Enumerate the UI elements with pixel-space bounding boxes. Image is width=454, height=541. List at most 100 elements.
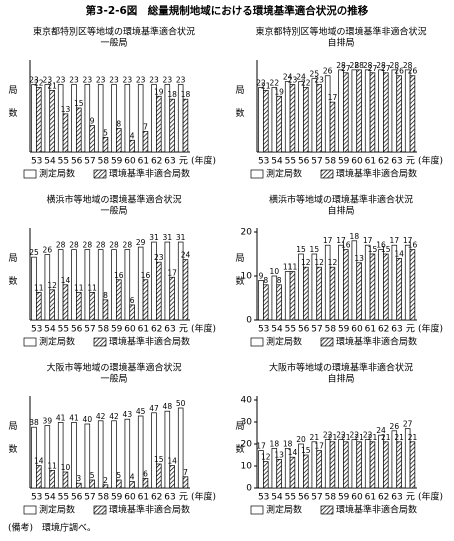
value-label: 15 bbox=[368, 245, 378, 254]
value-label: 11 bbox=[47, 461, 57, 470]
bar bbox=[177, 407, 184, 489]
y-axis-label: 局数 bbox=[234, 421, 245, 467]
value-label: 8 bbox=[263, 276, 268, 285]
value-label: 31 bbox=[176, 233, 186, 242]
bar bbox=[316, 450, 322, 489]
chart-subtitle: 自排局 bbox=[327, 37, 354, 49]
bar bbox=[303, 266, 309, 321]
value-label: 26 bbox=[323, 67, 333, 76]
bar bbox=[263, 461, 269, 489]
legend-swatch bbox=[93, 337, 107, 347]
value-label: 23 bbox=[288, 76, 298, 85]
x-tick-label: 54 bbox=[44, 157, 56, 167]
value-label: 42 bbox=[109, 412, 119, 421]
x-tick-label: 59 bbox=[111, 493, 123, 503]
value-label: 45 bbox=[136, 407, 146, 416]
bar bbox=[343, 441, 349, 489]
bar bbox=[116, 279, 122, 321]
y-tick-label: 0 bbox=[246, 316, 252, 326]
bar bbox=[182, 476, 189, 489]
value-label: 31 bbox=[149, 233, 159, 242]
x-tick-label: 57 bbox=[84, 325, 95, 335]
value-label: 23 bbox=[56, 76, 66, 85]
bar bbox=[324, 244, 331, 321]
bar bbox=[351, 69, 358, 153]
bar bbox=[284, 271, 291, 321]
value-label: 26 bbox=[43, 246, 53, 255]
bar bbox=[84, 249, 91, 321]
y-tick-label: 40 bbox=[241, 396, 253, 406]
value-label: 13 bbox=[61, 105, 71, 114]
value-label: 18 bbox=[167, 90, 177, 99]
bar bbox=[404, 69, 411, 153]
value-label: 9 bbox=[90, 117, 95, 126]
x-tick-label: 56 bbox=[71, 325, 83, 335]
bar bbox=[324, 439, 331, 489]
value-label: 22 bbox=[301, 78, 311, 87]
value-label: 21 bbox=[47, 81, 57, 90]
bar bbox=[369, 72, 376, 153]
x-tick-label: 54 bbox=[271, 157, 283, 167]
legend-label: 測定局数 bbox=[266, 168, 302, 180]
x-tick-label: 60 bbox=[124, 493, 136, 503]
bar bbox=[329, 266, 336, 321]
bar bbox=[351, 240, 358, 321]
y-axis-label: 局数 bbox=[7, 85, 18, 131]
value-label: 28 bbox=[96, 241, 106, 250]
bar bbox=[156, 463, 162, 489]
value-label: 4 bbox=[130, 473, 135, 482]
x-tick-label: 55 bbox=[58, 493, 69, 503]
value-label: 2 bbox=[103, 476, 108, 485]
value-label: 28 bbox=[403, 61, 413, 70]
bar bbox=[383, 253, 389, 321]
bar bbox=[124, 84, 131, 153]
x-tick-label: 57 bbox=[84, 157, 95, 167]
value-label: 12 bbox=[301, 258, 311, 267]
y-tick-label: 10 bbox=[241, 272, 253, 282]
chart-title: 東京都特別区等地域の環境基準適合状況 bbox=[33, 26, 195, 38]
value-label: 11 bbox=[34, 283, 44, 292]
value-label: 12 bbox=[328, 258, 338, 267]
bar bbox=[276, 95, 282, 153]
value-label: 5 bbox=[90, 471, 95, 480]
value-label: 15 bbox=[310, 245, 320, 254]
legend-label: 測定局数 bbox=[39, 168, 75, 180]
value-label: 27 bbox=[368, 64, 378, 73]
value-label: 4 bbox=[130, 131, 135, 140]
note: (備考) 環境庁調べ。 bbox=[8, 522, 96, 534]
value-label: 48 bbox=[163, 402, 173, 411]
bar bbox=[324, 75, 331, 153]
bar bbox=[271, 87, 278, 153]
bar bbox=[369, 253, 376, 321]
x-tick-label: 53 bbox=[31, 325, 42, 335]
value-label: 39 bbox=[43, 417, 53, 426]
bar bbox=[338, 244, 344, 321]
bar bbox=[71, 249, 77, 321]
bar bbox=[137, 84, 144, 153]
x-tick-label: 元 bbox=[406, 157, 415, 167]
bar bbox=[102, 299, 109, 321]
x-tick-label: 61 bbox=[365, 157, 376, 167]
value-label: 24 bbox=[376, 426, 386, 435]
value-label: 5 bbox=[103, 128, 108, 137]
bar bbox=[76, 482, 82, 489]
x-tick-label: 62 bbox=[378, 493, 389, 503]
value-label: 14 bbox=[394, 249, 404, 258]
x-tick-label: 61 bbox=[138, 157, 149, 167]
chart-subtitle: 一般局 bbox=[100, 373, 127, 385]
legend-label: 測定局数 bbox=[266, 504, 302, 516]
value-label: 16 bbox=[141, 271, 151, 280]
bar bbox=[97, 249, 104, 321]
value-label: 22 bbox=[336, 431, 346, 440]
value-label: 16 bbox=[376, 241, 386, 250]
bar bbox=[338, 69, 344, 153]
x-tick-label: 元 bbox=[406, 325, 415, 335]
bar bbox=[49, 90, 55, 153]
value-label: 23 bbox=[149, 76, 159, 85]
x-tick-label: 60 bbox=[351, 157, 363, 167]
chart-title: 東京都特別区等地域の環境基準非適合状況 bbox=[255, 26, 426, 38]
x-tick-label: 56 bbox=[298, 325, 310, 335]
x-tick-label: 56 bbox=[71, 493, 83, 503]
y-tick-label: 20 bbox=[241, 228, 253, 238]
